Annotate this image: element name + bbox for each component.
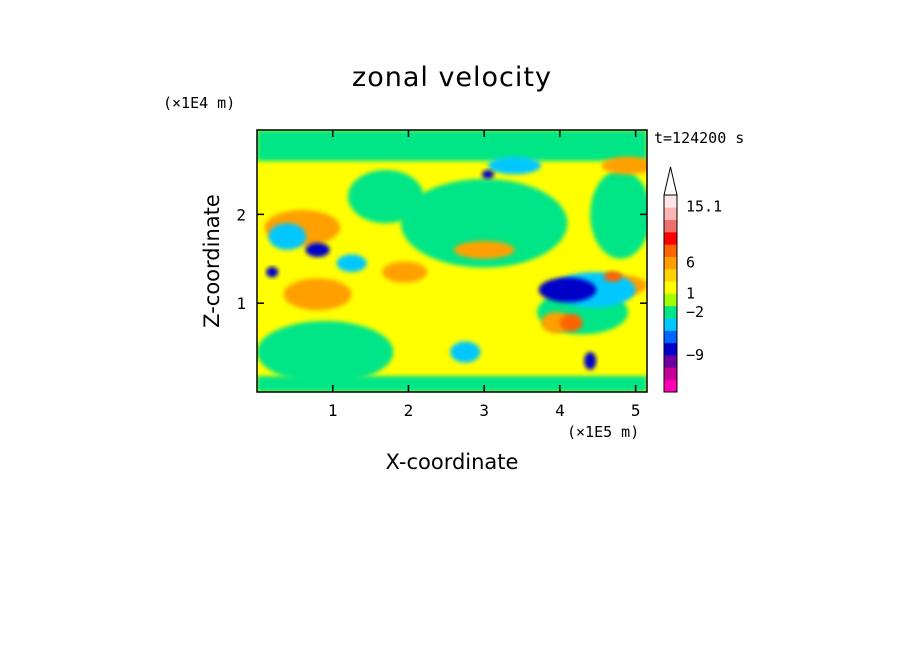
plot-area: [256, 129, 648, 393]
colorbar-swatch-10: [664, 256, 677, 270]
y-tick-label: 2: [236, 205, 246, 224]
contour-blob-3: [400, 178, 568, 268]
colorbar-swatch-12: [664, 231, 677, 245]
chart-title: zonal velocity: [352, 62, 552, 93]
x-axis-label: X-coordinate: [386, 450, 519, 474]
colorbar-label: 15.1: [686, 198, 722, 216]
colorbar-swatch-9: [664, 268, 677, 282]
contour-blob-22: [481, 169, 495, 179]
contour-blob-5: [590, 169, 647, 259]
x-scale-label: (×1E5 m): [567, 423, 639, 441]
colorbar: 15.1 6 1−2 −9: [663, 166, 722, 393]
colorbar-swatch-15: [664, 195, 677, 208]
contour-blob-25: [603, 271, 623, 282]
x-tick-label: 3: [479, 401, 489, 420]
plot-frame: [256, 129, 648, 393]
colorbar-swatch-0: [664, 379, 677, 393]
contour-blob-9: [381, 261, 428, 283]
colorbar-labels: 15.1 6 1−2 −9: [686, 198, 722, 364]
colorbar-swatch-8: [664, 281, 677, 294]
x-tick-label: 5: [631, 401, 641, 420]
contour-blob-20: [305, 242, 330, 258]
x-tick-label: 2: [404, 401, 414, 420]
contour-blob-16: [450, 341, 481, 363]
y-tick-label: 1: [236, 294, 246, 313]
colorbar-label: −9: [686, 346, 704, 364]
y-axis-ticks: 12: [236, 205, 647, 313]
contour-blob-2: [257, 320, 394, 384]
contour-blob-18: [268, 223, 307, 250]
contour-blob-21: [266, 266, 279, 278]
colorbar-label: 1: [686, 285, 695, 303]
colorbar-swatch-11: [664, 244, 677, 257]
contour-field: [257, 130, 647, 392]
colorbar-swatch-14: [664, 207, 677, 221]
y-scale-label: (×1E4 m): [163, 94, 235, 112]
colorbar-label: 6: [686, 254, 695, 272]
colorbar-swatch-4: [664, 330, 677, 344]
colorbar-swatch-13: [664, 219, 677, 233]
contour-blob-23: [584, 352, 597, 370]
contour-blob-11: [601, 156, 647, 175]
colorbar-label: −2: [686, 303, 704, 321]
x-tick-label: 1: [328, 401, 338, 420]
contour-blob-7: [283, 278, 352, 311]
colorbar-swatch-5: [664, 318, 677, 331]
colorbar-swatch-6: [664, 305, 677, 319]
contour-blob-4: [347, 169, 424, 224]
contour-blob-13: [453, 241, 515, 259]
time-label: t=124200 s: [654, 129, 744, 147]
colorbar-swatch-3: [664, 342, 677, 356]
colorbar-swatch-2: [664, 355, 677, 368]
y-axis-label: Z-coordinate: [200, 194, 224, 328]
colorbar-swatches: [664, 195, 677, 393]
colorbar-frame: [663, 194, 678, 393]
contour-blob-15: [336, 254, 367, 273]
x-tick-label: 4: [555, 401, 565, 420]
contour-blob-17: [487, 156, 541, 175]
colorbar-swatch-7: [664, 293, 677, 307]
contour-blob-24: [559, 313, 583, 332]
x-axis-ticks: 1 2 3 4 5: [328, 130, 641, 420]
contour-band-0: [257, 130, 647, 162]
contour-blob-19: [538, 277, 597, 303]
colorbar-swatch-1: [664, 367, 677, 381]
